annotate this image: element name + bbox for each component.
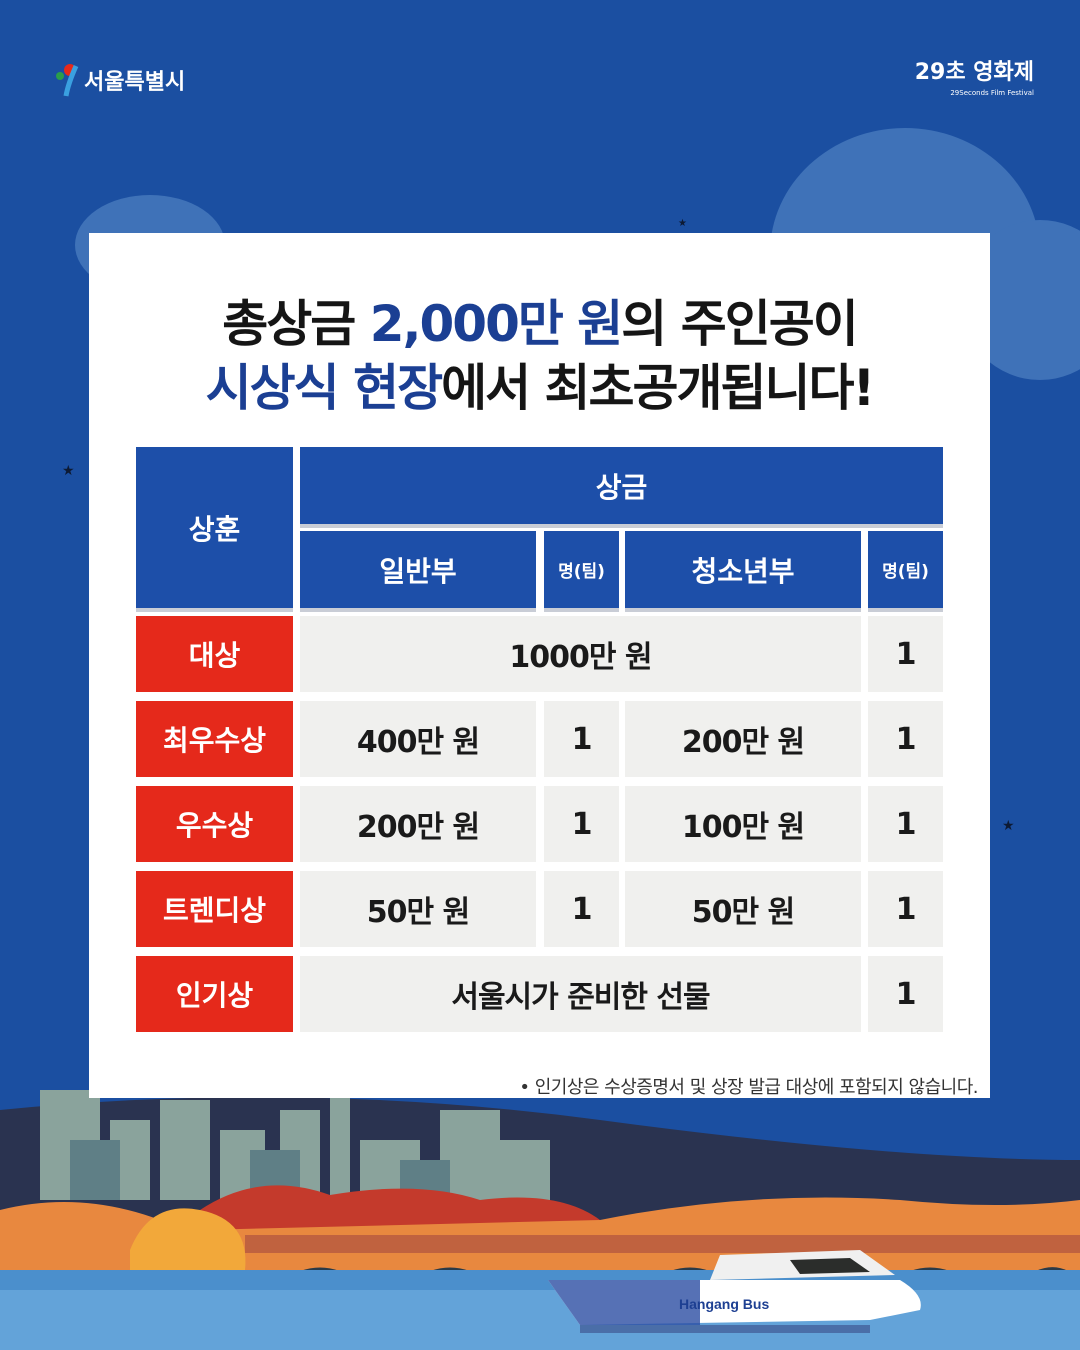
star-icon: ★ [1002, 818, 1015, 834]
festival-logo-sub: 29Seconds Film Festival [950, 89, 1034, 97]
header-count-youth: 명(팀) [868, 531, 943, 608]
prize-youth: 100만 원 [625, 786, 861, 862]
count-youth: 1 [868, 701, 943, 777]
prize-merged: 1000만 원 [300, 616, 861, 692]
count-general: 1 [544, 871, 619, 947]
award-name: 대상 [136, 616, 293, 692]
count-youth: 1 [868, 871, 943, 947]
seoul-logo-text: 서울특별시 [84, 70, 186, 95]
count-youth: 1 [868, 956, 943, 1032]
festival-logo: 29초 영화제 29Seconds Film Festival [915, 60, 1034, 98]
prize-merged: 서울시가 준비한 선물 [300, 956, 861, 1032]
header-general: 일반부 [300, 531, 536, 608]
award-name: 우수상 [136, 786, 293, 862]
city-scene: Hangang Bus [0, 1080, 1080, 1350]
count-youth: 1 [868, 616, 943, 692]
seoul-logo: 서울특별시 [54, 62, 185, 98]
title-line-1: 총상금 2,000만 원의 주인공이 [222, 295, 858, 353]
prize-general: 400만 원 [300, 701, 536, 777]
prize-youth: 200만 원 [625, 701, 861, 777]
header-youth: 청소년부 [625, 531, 861, 608]
title-line-2: 시상식 현장에서 최초공개됩니다! [205, 359, 876, 417]
header-prize: 상금 [300, 447, 943, 524]
prize-youth: 50만 원 [625, 871, 861, 947]
footnote: • 인기상은 수상증명서 및 상장 발급 대상에 포함되지 않습니다. [519, 1077, 978, 1098]
seoul-logo-icon [56, 64, 79, 97]
star-icon: ★ [62, 463, 75, 479]
header-count-general: 명(팀) [544, 531, 619, 608]
count-youth: 1 [868, 786, 943, 862]
award-name: 최우수상 [136, 701, 293, 777]
boat-label: Hangang Bus [679, 1296, 769, 1312]
header-award: 상훈 [136, 447, 293, 608]
prize-general: 200만 원 [300, 786, 536, 862]
award-name: 인기상 [136, 956, 293, 1032]
star-icon: ★ [678, 218, 687, 229]
award-name: 트렌디상 [136, 871, 293, 947]
festival-logo-text: 29초 영화제 [914, 60, 1034, 85]
prize-general: 50만 원 [300, 871, 536, 947]
count-general: 1 [544, 786, 619, 862]
count-general: 1 [544, 701, 619, 777]
prize-card: 총상금 2,000만 원의 주인공이 시상식 현장에서 최초공개됩니다! 상훈 상… [89, 233, 990, 1098]
